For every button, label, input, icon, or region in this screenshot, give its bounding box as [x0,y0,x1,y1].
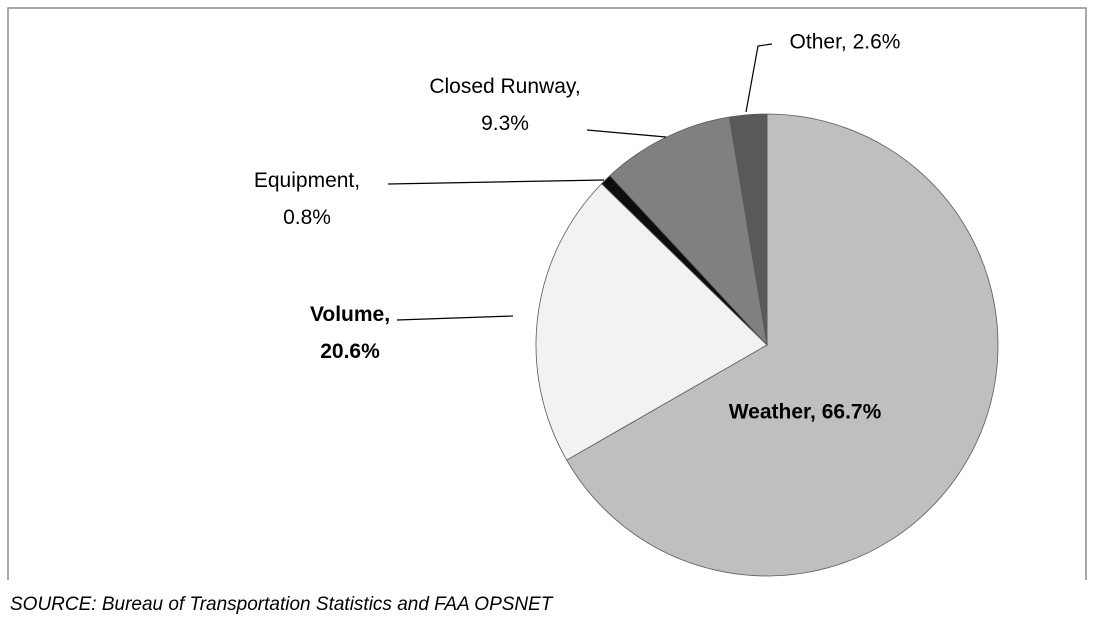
slice-label-line: Volume, [310,303,390,326]
slice-label-line: Closed Runway, [429,75,580,98]
leader-line [396,315,514,321]
source-note: SOURCE: Bureau of Transportation Statist… [10,594,554,615]
leader-line [387,179,605,185]
slice-label: Closed Runway, 9.3% [429,75,580,135]
slice-label: Volume, 20.6% [310,303,390,363]
pie-slice [728,113,768,346]
chart-frame [7,7,1087,580]
slice-label: Equipment, 0.8% [254,169,360,229]
leader-line [586,129,667,138]
leader-line [745,43,773,113]
slice-label-line: 9.3% [481,112,529,135]
slice-label-line: 20.6% [320,340,380,363]
pie-slice [609,116,768,347]
pie-slice [535,183,768,461]
pie-slice [566,113,999,577]
slice-label: Other, 2.6% [790,31,901,54]
slice-label-line: Equipment, [254,169,360,192]
slice-label-line: 0.8% [283,206,331,229]
slice-label: Weather, 66.7% [729,401,882,424]
